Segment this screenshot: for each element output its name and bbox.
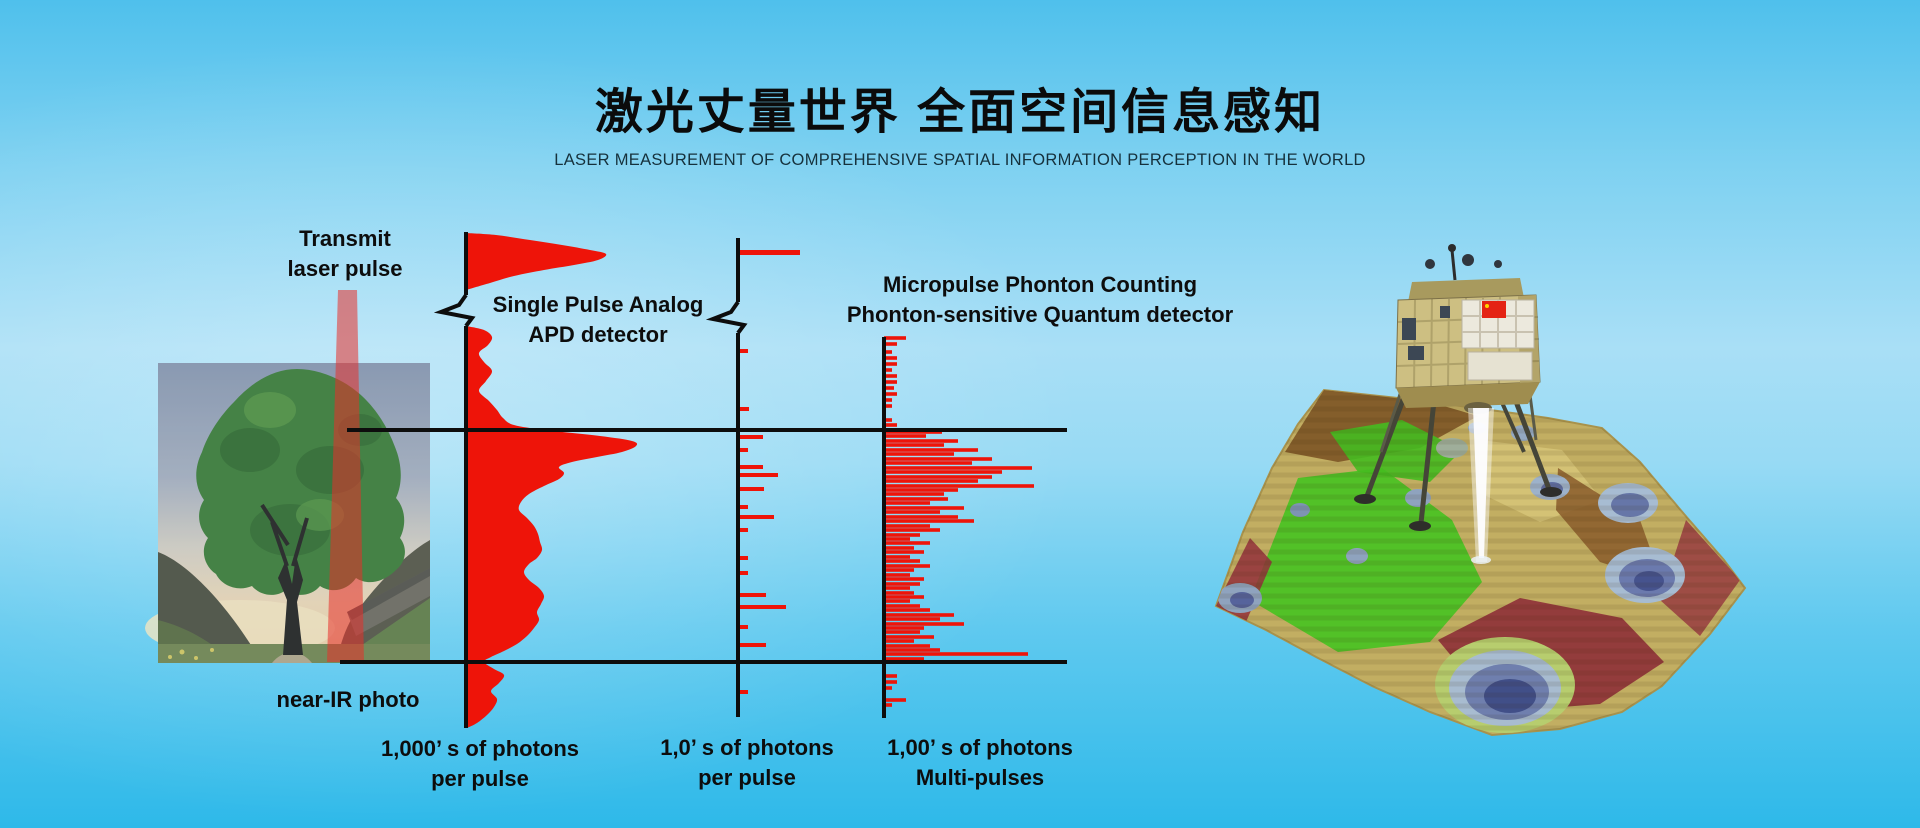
col3-caption: 1,00’ s of photons Multi-pulses [887, 733, 1073, 793]
micropulse-detector-label: Micropulse Phonton Counting Phonton-sens… [847, 270, 1233, 330]
apd-detector-label: Single Pulse Analog APD detector [493, 290, 704, 350]
apd-detector-label-line2: APD detector [528, 322, 668, 347]
tree-photo [145, 363, 430, 663]
lander-illustration [1354, 244, 1562, 564]
range-axis-apd [433, 232, 476, 728]
micropulse-detector-label-line1: Micropulse Phonton Counting [882, 272, 1198, 297]
col1-caption-line2: per pulse [431, 766, 529, 791]
page-subtitle: LASER MEASUREMENT OF COMPREHENSIVE SPATI… [554, 151, 1366, 169]
transmit-pulse-label-line1: Transmit [299, 226, 391, 251]
photon-bars-sparse [738, 250, 800, 694]
col1-caption-line1: 1,000’ s of photons [380, 736, 580, 761]
laser-beam-overlay [327, 290, 364, 662]
apd-detector-label-line1: Single Pulse Analog [492, 292, 704, 317]
col1-caption: 1,000’ s of photons per pulse [381, 734, 579, 794]
micropulse-detector-label-line2: Phonton-sensitive Quantum detector [846, 302, 1234, 327]
near-ir-photo-caption: near-IR photo [276, 687, 420, 712]
apd-return-waveform [466, 326, 638, 728]
lidar-diagram [327, 232, 1067, 728]
col3-caption-line1: 1,00’ s of photons [887, 735, 1073, 760]
page-title: 激光丈量世界 全面空间信息感知 [594, 86, 1326, 139]
transmit-pulse-label: Transmit laser pulse [288, 224, 403, 284]
col3-caption-line2: Multi-pulses [915, 765, 1045, 790]
range-axis-sparse [705, 238, 748, 717]
col2-caption: 1,0’ s of photons per pulse [660, 733, 834, 793]
col2-caption-line1: 1,0’ s of photons [660, 735, 834, 760]
photon-bars-dense [884, 336, 1034, 707]
transmit-pulse-label-line2: laser pulse [287, 256, 403, 281]
altimeter-laser-beam [1468, 408, 1494, 564]
apd-transmit-waveform [466, 233, 607, 290]
col2-caption-line2: per pulse [698, 765, 796, 790]
